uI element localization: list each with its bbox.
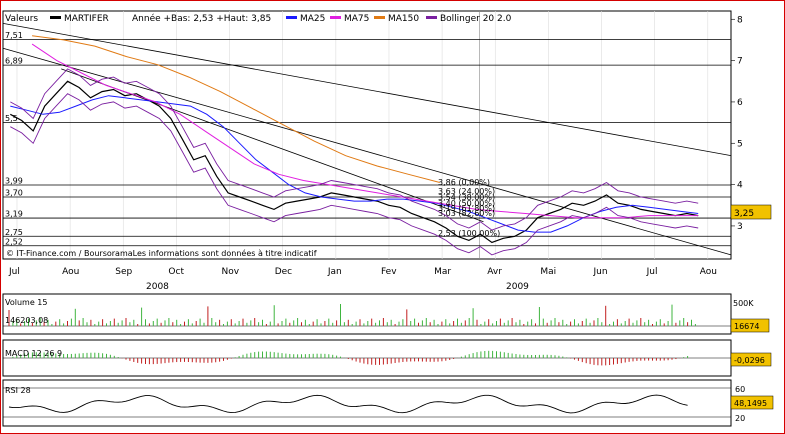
legend: Valeurs MARTIFER Année +Bas: 2,53 +Haut:… xyxy=(5,13,512,24)
macd-bars xyxy=(12,350,689,366)
rsi-current-value: 48,1495 xyxy=(734,399,767,408)
credit-text: © IT-Finance.com / BoursoramaLes informa… xyxy=(6,248,317,258)
ticker-name: MARTIFER xyxy=(64,14,109,24)
rsi-tick-20: 20 xyxy=(735,414,745,423)
fib-label: 2,53 (100,00%) xyxy=(438,229,500,238)
x-label-jan: Jan xyxy=(327,267,342,277)
ma25-swatch xyxy=(286,16,297,19)
x-label-dec: Dec xyxy=(275,267,292,277)
level-label: 7,51 xyxy=(5,31,23,40)
macd-title: MACD 12 26 9 xyxy=(5,349,62,358)
price-panel: 7,51 6,89 5,5 3,99 3,70 3,19 2,752,52 3,86 (0,… xyxy=(2,10,743,260)
fib-label: 3,40 (50,00%) xyxy=(438,199,495,208)
label-values: Valeurs xyxy=(5,14,38,24)
y-tick-label-3: 3 xyxy=(737,222,743,232)
price-grid xyxy=(16,11,709,259)
ma150-swatch xyxy=(374,16,385,19)
x-label-mar: Mar xyxy=(434,267,451,277)
volume-y-tick: 500K xyxy=(733,299,754,308)
macd-panel: MACD 12 26 9 -0,0296 xyxy=(2,339,772,377)
range-text: Année +Bas: 2,53 +Haut: 3,85 xyxy=(132,13,271,24)
rsi-line xyxy=(8,394,688,414)
fib-label: 3,86 (0,00%) xyxy=(438,178,490,187)
legend-ma25: MA25 xyxy=(300,14,325,24)
bollinger-upper xyxy=(10,68,699,231)
level-label: 6,89 xyxy=(5,57,23,66)
rsi-tick-60: 60 xyxy=(735,385,745,394)
volume-label: 146203,08 xyxy=(5,316,48,325)
x-label-fev: Fev xyxy=(381,267,397,277)
rsi-polyline xyxy=(8,394,688,414)
x-label-aou: Aou xyxy=(700,267,717,277)
bollinger-lower xyxy=(10,93,699,256)
bollinger-swatch xyxy=(426,16,437,19)
level-label: 2,75 xyxy=(5,228,23,237)
y-tick-label-7: 7 xyxy=(737,57,743,67)
fib-label: 3,03 (82,60%) xyxy=(438,209,495,218)
level-label: 3,99 xyxy=(5,177,23,186)
series-ma150 xyxy=(32,35,440,183)
macd-current-value: -0,0296 xyxy=(734,356,765,365)
ticker-swatch xyxy=(50,16,61,19)
x-label-jun: Jun xyxy=(593,267,608,277)
ma75-swatch xyxy=(330,16,341,19)
price-plot-area xyxy=(2,10,732,260)
rsi-panel: RSI 28 60 20 48,1495 xyxy=(2,379,774,427)
series-price xyxy=(10,80,699,244)
x-label-jul: Jul xyxy=(8,267,20,277)
level-label: 2,52 xyxy=(5,237,23,246)
volume-panel: Volume 15 146203,08 500K 16674 xyxy=(2,293,770,335)
price-current-badge: 3,25 xyxy=(730,204,772,220)
y-tick-label-5: 5 xyxy=(737,139,743,149)
legend-ma150: MA150 xyxy=(388,14,419,24)
x-label-mai: Mai xyxy=(540,267,556,277)
volume-bars xyxy=(8,304,696,326)
x-label-nov: Nov xyxy=(222,267,240,277)
volume-title: Volume 15 xyxy=(5,298,47,307)
level-label: 3,70 xyxy=(5,189,23,198)
x-label-jul: Jul xyxy=(646,267,658,277)
legend-ma75: MA75 xyxy=(344,14,369,24)
y-tick-label-4: 4 xyxy=(737,181,743,191)
fib-label: 3,19 (61,80%) xyxy=(438,204,495,213)
price-series xyxy=(10,35,699,256)
legend-bollinger: Bollinger 20 2.0 xyxy=(440,14,512,24)
rsi-title: RSI 28 xyxy=(5,386,31,395)
year-2008: 2008 xyxy=(146,282,169,292)
fib-label: 3,54 (38,00%) xyxy=(438,193,495,202)
x-label-oct: Oct xyxy=(168,267,184,277)
fib-label: 3,63 (24,00%) xyxy=(438,187,495,196)
y-tick-label-6: 6 xyxy=(737,98,743,108)
x-label-avr: Avr xyxy=(487,267,502,277)
x-axis: Jul Aou Sep Oct Nov Dec Jan Fev Mar Avr Mai Jun Jul A… xyxy=(8,267,717,277)
level-label: 3,19 xyxy=(5,210,23,219)
x-label-sep: Sep xyxy=(115,267,132,277)
series-ma75 xyxy=(31,43,699,219)
level-label: 5,5 xyxy=(5,114,18,123)
volume-current-value: 16674 xyxy=(734,322,759,331)
price-current-value: 3,25 xyxy=(734,209,754,219)
y-tick-label-8: 8 xyxy=(737,15,743,25)
fibonacci-labels: 3,86 (0,00%)3,63 (24,00%)3,54 (38,00%)3,… xyxy=(438,178,500,238)
year-2009: 2009 xyxy=(506,282,529,292)
horizontal-levels: 7,51 6,89 5,5 3,99 3,70 3,19 2,752,52 xyxy=(3,31,731,246)
trendline xyxy=(2,23,732,157)
price-y-ticks: 3 4 5 6 7 8 xyxy=(731,15,743,232)
x-label-aou: Aou xyxy=(62,267,79,277)
